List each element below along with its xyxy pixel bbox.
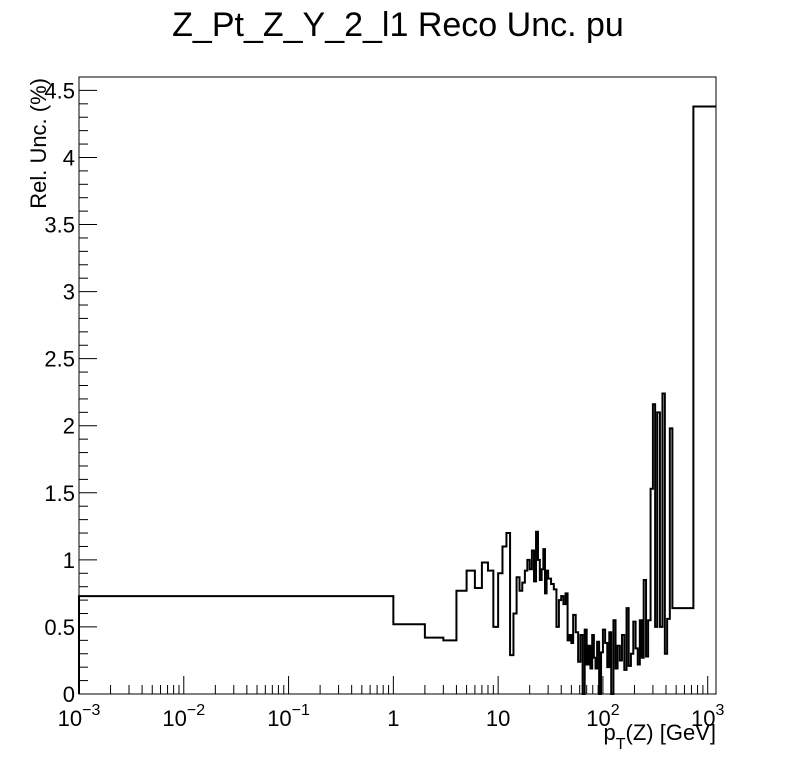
x-tick-label-exponent: −3 xyxy=(82,702,100,719)
y-tick-label: 2.5 xyxy=(44,347,75,372)
tick-labels-layer: 00.511.522.533.544.510−3 10−2 10−1 1 10 102 10… xyxy=(44,78,724,731)
y-axis-title: Rel. Unc. (%) xyxy=(26,78,51,209)
y-tick-label: 4.5 xyxy=(44,78,75,103)
x-tick-label-base: 10 xyxy=(267,706,291,731)
axis-ticks-layer xyxy=(78,76,709,695)
y-tick-label: 3 xyxy=(63,280,75,305)
x-tick-label: 10−3 xyxy=(58,702,101,731)
x-tick-label: 103 xyxy=(691,702,724,731)
y-tick-label: 0 xyxy=(63,682,75,707)
x-tick-label: 10 xyxy=(486,706,510,731)
x-tick-label: 10−1 xyxy=(267,702,310,731)
axis-titles-layer: Rel. Unc. (%) pT(Z) [GeV] xyxy=(26,78,716,753)
data-layer xyxy=(78,105,716,695)
x-axis-title-rest: (Z) [GeV] xyxy=(626,720,716,745)
x-tick-label-base: 10 xyxy=(58,706,82,731)
x-tick-label-exponent: 3 xyxy=(715,702,724,719)
x-tick-label-base: 10 xyxy=(162,706,186,731)
y-tick-label: 1 xyxy=(63,548,75,573)
x-tick-label: 1 xyxy=(387,706,399,731)
x-tick-label-base: 10 xyxy=(586,706,610,731)
plot-frame-layer xyxy=(78,76,717,695)
x-axis-title: pT(Z) [GeV] xyxy=(604,720,716,753)
x-tick-label-exponent: −2 xyxy=(187,702,205,719)
x-tick-label-base: 1 xyxy=(387,706,399,731)
y-tick-label: 0.5 xyxy=(44,615,75,640)
x-tick-label-base: 10 xyxy=(691,706,715,731)
series-0-step-line xyxy=(78,105,716,695)
y-tick-label: 3.5 xyxy=(44,213,75,238)
x-tick-label-exponent: 2 xyxy=(611,702,620,719)
x-axis-title-main: p xyxy=(604,720,616,745)
y-tick-label: 1.5 xyxy=(44,481,75,506)
x-tick-label: 102 xyxy=(586,702,619,731)
chart-title: Z_Pt_Z_Y_2_l1 Reco Unc. pu xyxy=(172,6,624,44)
plot-frame xyxy=(78,76,717,695)
y-tick-label: 4 xyxy=(63,145,75,170)
x-tick-label-exponent: −1 xyxy=(292,702,310,719)
x-axis-title-sub: T xyxy=(616,736,626,753)
y-tick-label: 2 xyxy=(63,414,75,439)
x-tick-label: 10−2 xyxy=(162,702,205,731)
x-tick-label-base: 10 xyxy=(486,706,510,731)
